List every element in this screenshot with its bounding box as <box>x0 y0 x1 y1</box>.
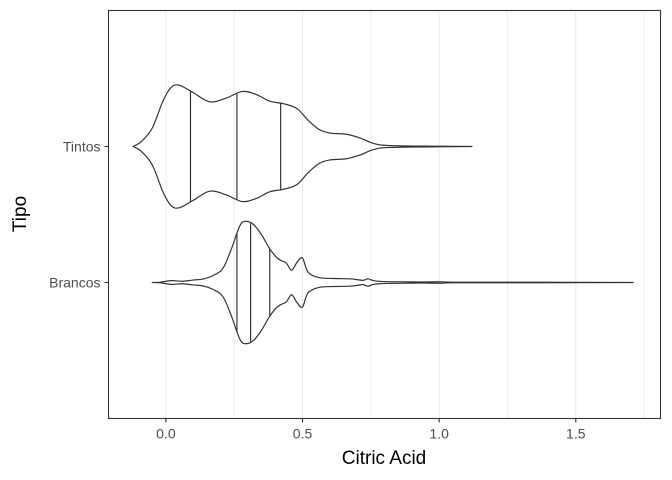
violin-outline <box>132 84 473 209</box>
x-tick-label: 1.5 <box>566 426 586 442</box>
violin-tintos <box>132 84 473 209</box>
y-axis-title: Tipo <box>10 196 31 232</box>
axis-ticks: 0.0 0.5 1.0 1.5 Brancos Tintos <box>49 139 586 442</box>
violin-outline <box>151 220 634 345</box>
x-tick-label: 0.0 <box>156 426 176 442</box>
grid-lines <box>165 10 645 419</box>
x-tick-label: 0.5 <box>293 426 313 442</box>
x-tick-label: 1.0 <box>429 426 449 442</box>
violins <box>132 84 634 345</box>
x-axis-title: Citric Acid <box>342 448 426 469</box>
y-tick-label: Brancos <box>49 275 100 291</box>
panel-border <box>107 9 662 420</box>
y-tick-label: Tintos <box>63 139 101 155</box>
violin-brancos <box>151 220 634 345</box>
